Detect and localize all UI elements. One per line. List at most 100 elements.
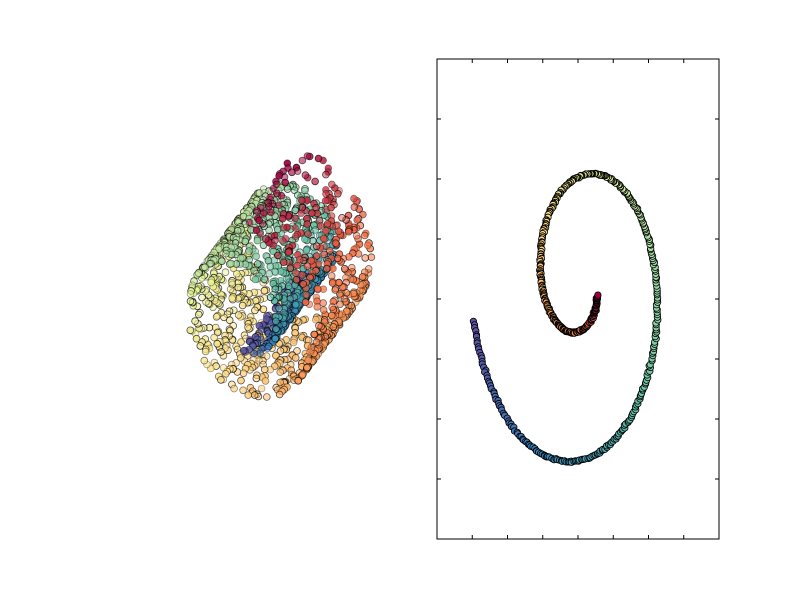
scatter-point-3d (334, 190, 342, 198)
scatter-point-3d (260, 286, 269, 295)
scatter-point-3d (314, 154, 323, 163)
scatter-point-3d (301, 298, 310, 307)
scatter-point-3d (274, 251, 282, 260)
scatter-point-3d (303, 220, 312, 228)
scatter-point-3d (332, 222, 340, 230)
scatter-point-3d (206, 260, 214, 268)
scatter-point-3d (278, 214, 287, 223)
scatter-point-3d (192, 334, 201, 343)
scatter-point-3d (230, 384, 238, 393)
scatter-point-3d (350, 194, 358, 203)
scatter-point-3d (194, 269, 203, 278)
scatter-point-3d (298, 370, 307, 379)
scatter-point-3d (237, 338, 245, 346)
scatter-point-3d (212, 312, 221, 321)
scatter-point-3d (342, 216, 350, 224)
scatter-point-3d (236, 354, 245, 362)
scatter-point-3d (294, 376, 303, 385)
scatter-point-3d (217, 348, 225, 356)
scatter-point-3d (298, 271, 307, 279)
scatter-point-3d (261, 377, 270, 385)
scatter-point-3d (353, 216, 362, 224)
scatter-point-3d (226, 285, 235, 294)
scatter-point-3d (328, 279, 337, 287)
scatter-point-3d (266, 262, 275, 271)
scatter-point-3d (213, 339, 222, 348)
scatter-point-3d (358, 273, 367, 281)
scatter-point-3d (310, 330, 318, 339)
scatter-point-3d (312, 338, 321, 347)
scatter-point-3d (260, 275, 269, 284)
scatter-point-3d (367, 253, 376, 262)
plot-area-frame (436, 58, 720, 540)
scatter-point-3d (221, 268, 230, 277)
scatter-point-3d (244, 323, 252, 332)
scatter-point-3d (347, 263, 356, 272)
scatter-point-3d (276, 347, 285, 355)
scatter-point-3d (316, 244, 325, 252)
scatter-point-3d (328, 303, 337, 311)
scatter-point-3d (283, 223, 291, 232)
scatter-point-3d (186, 297, 195, 306)
scatter-point-3d (234, 311, 243, 319)
scatter-point-3d (234, 283, 243, 292)
scatter-point-3d (201, 347, 210, 356)
scatter-point-3d (218, 257, 226, 265)
scatter-point-3d (322, 170, 330, 179)
scatter-point-3d (303, 363, 311, 372)
scatter-point-3d (257, 326, 266, 334)
scatter-point-3d (298, 196, 306, 205)
scatter-point-3d (261, 235, 270, 243)
scatter-point-3d (245, 247, 253, 256)
scatter-point-3d (272, 189, 281, 198)
scatter-point-3d (329, 323, 338, 331)
scatter-point-3d (281, 235, 290, 243)
scatter-point-3d (291, 269, 300, 277)
scatter-point-3d (291, 300, 300, 309)
scatter-point-3d (321, 197, 330, 205)
scatter-point-3d (233, 269, 241, 278)
scatter-point-3d (303, 262, 312, 271)
scatter-point-3d (200, 356, 209, 365)
scatter-point-3d (298, 156, 307, 165)
scatter-point-3d (275, 390, 284, 399)
scatter-point-3d (308, 209, 316, 217)
scatter-point-3d (315, 321, 323, 330)
scatter-point-3d (217, 376, 225, 384)
scatter-point-3d (275, 172, 283, 180)
scatter-point-3d (291, 354, 300, 362)
scatter-point-3d (307, 256, 316, 265)
scatter-point-3d (213, 328, 222, 337)
scatter-point-3d (244, 391, 253, 399)
scatter-point-3d (255, 216, 264, 225)
scatter-point-3d (311, 177, 319, 186)
scatter-point-3d (299, 280, 308, 288)
scatter-point-3d (360, 231, 369, 240)
scatter-point-3d (322, 205, 330, 214)
scatter-point-3d (267, 208, 275, 217)
scatter-point-3d (333, 254, 342, 263)
scatter-point-3d (239, 369, 248, 378)
scatter-point-3d (266, 293, 275, 302)
scatter-point-3d (250, 349, 258, 358)
scatter-point-3d (350, 203, 359, 212)
swiss-roll-3d-scatter (186, 152, 376, 401)
scatter-point-3d (275, 201, 283, 209)
scatter-point-3d (257, 384, 266, 393)
scatter-point-3d (265, 269, 274, 278)
scatter-point-3d (286, 264, 295, 272)
axis-ticks (437, 59, 719, 539)
scatter-point-3d (341, 266, 350, 274)
scatter-point-3d (327, 180, 336, 189)
scatter-point-3d (303, 152, 312, 160)
scatter-point-3d (237, 376, 245, 385)
scatter-point-3d (201, 263, 209, 272)
scatter-point-3d (186, 326, 195, 335)
scatter-point-3d (284, 248, 293, 257)
scatter-point-3d (279, 223, 288, 232)
scatter-point-3d (263, 344, 272, 353)
scatter-point-3d (279, 258, 288, 267)
scatter-point-3d (271, 334, 280, 343)
scatter-point-3d (301, 171, 310, 179)
